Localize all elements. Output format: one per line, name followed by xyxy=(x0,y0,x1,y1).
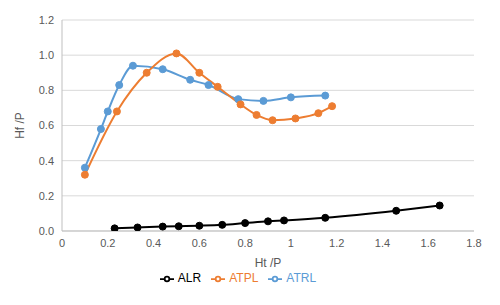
svg-text:0.8: 0.8 xyxy=(237,237,252,249)
svg-text:1.2: 1.2 xyxy=(39,14,54,26)
svg-text:Hf /P: Hf /P xyxy=(13,112,27,139)
svg-text:1.6: 1.6 xyxy=(421,237,436,249)
svg-text:0.8: 0.8 xyxy=(39,84,54,96)
svg-text:0.0: 0.0 xyxy=(39,225,54,237)
html-text:ATRL: ATRL xyxy=(286,271,317,285)
svg-text:0.6: 0.6 xyxy=(192,237,207,249)
svg-text:1: 1 xyxy=(288,237,294,249)
svg-text:0.4: 0.4 xyxy=(39,155,54,167)
svg-text:0.4: 0.4 xyxy=(146,237,161,249)
svg-text:0.2: 0.2 xyxy=(100,237,115,249)
svg-text:1.0: 1.0 xyxy=(39,49,54,61)
svg-text:1.8: 1.8 xyxy=(466,237,481,249)
html-text:ATPL: ATPL xyxy=(229,271,259,285)
html-text:ALR: ALR xyxy=(177,271,202,285)
svg-text:1.2: 1.2 xyxy=(329,237,344,249)
svg-text:0: 0 xyxy=(59,237,65,249)
svg-text:Ht /P: Ht /P xyxy=(255,256,282,270)
svg-text:0.6: 0.6 xyxy=(39,119,54,131)
svg-text:1.4: 1.4 xyxy=(375,237,390,249)
svg-text:0.2: 0.2 xyxy=(39,190,54,202)
